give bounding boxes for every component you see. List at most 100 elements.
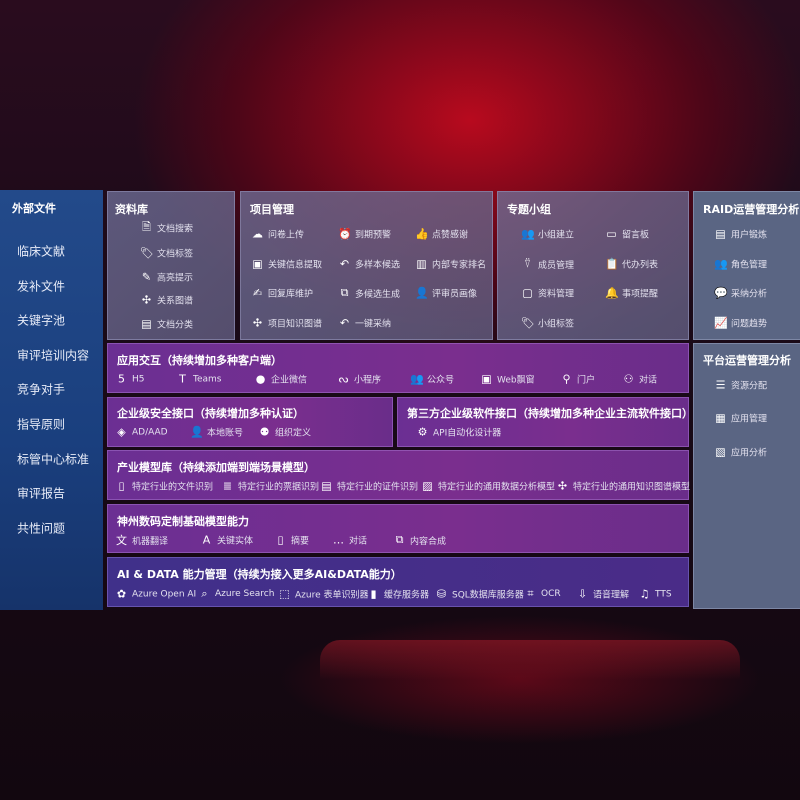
ai-item-label: TTS [655, 589, 672, 599]
ai-item[interactable]: ⌕ Azure Search [198, 587, 274, 601]
group-item-label: 小组标签 [538, 319, 575, 330]
base-item[interactable]: ⧉ 内容合成 [393, 533, 446, 547]
project-item[interactable]: 👤 评审员画像 [415, 287, 477, 300]
group-item[interactable]: 👥 小组建立 [521, 228, 574, 241]
ai-item[interactable]: ✿ Azure Open AI [115, 588, 196, 601]
group-item[interactable]: ⍢ 成员管理 [521, 257, 574, 271]
doc-icon: ▯ [118, 479, 125, 493]
library-item-label: 高亮提示 [157, 273, 194, 284]
sidebar-item[interactable]: 标管中心标准 [17, 452, 90, 467]
sidebar-item[interactable]: 临床文献 [17, 244, 66, 259]
project-item-label: 问卷上传 [268, 230, 305, 241]
project-item[interactable]: ⏰ 到期预警 [338, 228, 391, 241]
ai-item[interactable]: ⬚ Azure 表单识别器 [278, 588, 368, 601]
image-icon: ▨ [422, 479, 433, 493]
thirdparty-item[interactable]: ⚙ API自动化设计器 [416, 426, 502, 439]
sidebar-item[interactable]: 竞争对手 [17, 382, 66, 397]
industry-item[interactable]: ≣ 特定行业的票据识别 [221, 480, 319, 493]
project-item[interactable]: ▥ 内部专家排名 [415, 258, 486, 271]
base-item[interactable]: ▯ 摘要 [274, 534, 309, 547]
app-item[interactable]: T Teams [176, 373, 221, 386]
base-item-label: 关键实体 [217, 536, 254, 547]
thirdparty-item-label: API自动化设计器 [433, 428, 502, 439]
industry-item[interactable]: ✣ 特定行业的通用知识图谱模型 [556, 480, 690, 493]
project-item[interactable]: ⧉ 多候选生成 [338, 286, 400, 300]
doc-search-icon: 🗎 [142, 220, 151, 234]
ai-item[interactable]: ⛁ SQL数据库服务器 [435, 588, 524, 601]
project-item[interactable]: 👍 点赞感谢 [415, 228, 468, 241]
app-item-label: Teams [193, 374, 222, 384]
sidebar-item[interactable]: 审评培训内容 [17, 348, 90, 363]
doc-category-icon: ▤ [141, 317, 152, 331]
security-item-label: AD/AAD [132, 427, 168, 437]
industry-item[interactable]: ▤ 特定行业的证件识别 [320, 480, 418, 493]
industry-item[interactable]: ▯ 特定行业的文件识别 [115, 480, 213, 493]
library-item[interactable]: 🗎 文档搜索 [140, 219, 193, 238]
app-item[interactable]: 5 H5 [115, 373, 145, 386]
org-icon: ⚉ [259, 425, 270, 439]
app-item[interactable]: ᔓ 小程序 [337, 373, 381, 386]
group-item[interactable]: 🏷 小组标签 [521, 317, 574, 330]
project-item[interactable]: ✍ 回复库维护 [251, 287, 313, 300]
raid-item[interactable]: 👥 角色管理 [714, 258, 767, 271]
raid-item-label: 问题趋势 [731, 319, 768, 330]
graph-icon: ✣ [252, 316, 263, 330]
raid-item[interactable]: ▤ 用户锻炼 [714, 228, 767, 241]
sidebar-item[interactable]: 指导原则 [17, 417, 66, 432]
thirdparty-panel [397, 397, 689, 447]
project-item[interactable]: ✣ 项目知识图谱 [251, 317, 322, 330]
miniprogram-icon: ᔓ [338, 372, 349, 386]
security-item[interactable]: ◈ AD/AAD [115, 426, 168, 439]
group-item[interactable]: ▢ 资料管理 [521, 287, 574, 300]
ocr-icon: ⌗ [527, 587, 534, 600]
group-item[interactable]: 🔔 事项提醒 [605, 287, 658, 300]
group-item-label: 事项提醒 [622, 289, 659, 300]
ai-item-label: OCR [541, 589, 561, 599]
app-item-label: 公众号 [427, 375, 455, 386]
group-item[interactable]: 📋 代办列表 [605, 258, 658, 271]
base-item[interactable]: 文机器翻译 [115, 532, 168, 548]
raid-item[interactable]: 📈 问题趋势 [714, 317, 767, 330]
chat-users-icon: ⚇ [623, 372, 634, 386]
raid-panel [693, 191, 800, 340]
platform-item-label: 应用管理 [731, 414, 768, 425]
base-item[interactable]: A 关键实体 [200, 534, 253, 547]
sidebar-item[interactable]: 共性问题 [17, 521, 66, 536]
industry-item[interactable]: ▨ 特定行业的通用数据分析模型 [421, 480, 555, 493]
app-item-label: 门户 [577, 375, 596, 386]
group-item[interactable]: ▭ 留言板 [605, 228, 649, 241]
library-item[interactable]: 🏷 文档标签 [140, 247, 193, 260]
platform-item[interactable]: ☰ 资源分配 [714, 379, 767, 392]
project-item[interactable]: ☁ 问卷上传 [251, 228, 304, 241]
base-item[interactable]: … 对话 [332, 534, 367, 547]
library-item[interactable]: ✣ 关系图谱 [140, 294, 193, 307]
platform-item[interactable]: ▧ 应用分析 [714, 446, 767, 459]
user-add-icon: ⍢ [524, 257, 531, 270]
sidebar-item[interactable]: 关键字池 [17, 313, 66, 328]
sidebar-item[interactable]: 发补文件 [17, 279, 66, 294]
sidebar-item[interactable]: 审评报告 [17, 486, 66, 501]
app-item[interactable]: ⚲ 门户 [560, 373, 595, 386]
ai-item[interactable]: ⇩ 语音理解 [576, 588, 629, 601]
library-item[interactable]: ▤ 文档分类 [140, 318, 193, 331]
ai-item[interactable]: ⌗ OCR [524, 587, 561, 601]
app-item[interactable]: ⚇ 对话 [622, 373, 657, 386]
project-item[interactable]: ▣ 关键信息提取 [251, 258, 322, 271]
app-item[interactable]: ▣ Web飘窗 [480, 373, 534, 386]
ai-item[interactable]: ▮ 缓存服务器 [367, 588, 429, 601]
app-item-label: H5 [132, 374, 145, 384]
industry-panel [107, 450, 689, 500]
platform-item[interactable]: ▦ 应用管理 [714, 412, 767, 425]
project-item[interactable]: ↶ 一键采纳 [338, 317, 391, 330]
app-item[interactable]: 👥 公众号 [410, 373, 454, 386]
app-item[interactable]: ● 企业微信 [254, 373, 307, 386]
industry-item-label: 特定行业的文件识别 [132, 482, 214, 493]
tag-icon: 🏷 [140, 246, 154, 260]
library-item[interactable]: ✎ 高亮提示 [140, 271, 193, 284]
ai-item[interactable]: ♫ TTS [638, 588, 672, 601]
raid-item[interactable]: 💬 采纳分析 [714, 287, 767, 300]
security-item[interactable]: 👤 本地账号 [190, 426, 243, 439]
project-item[interactable]: ↶ 多样本候选 [338, 258, 400, 271]
security-item[interactable]: ⚉ 组织定义 [258, 426, 311, 439]
group-item-label: 代办列表 [622, 260, 659, 271]
